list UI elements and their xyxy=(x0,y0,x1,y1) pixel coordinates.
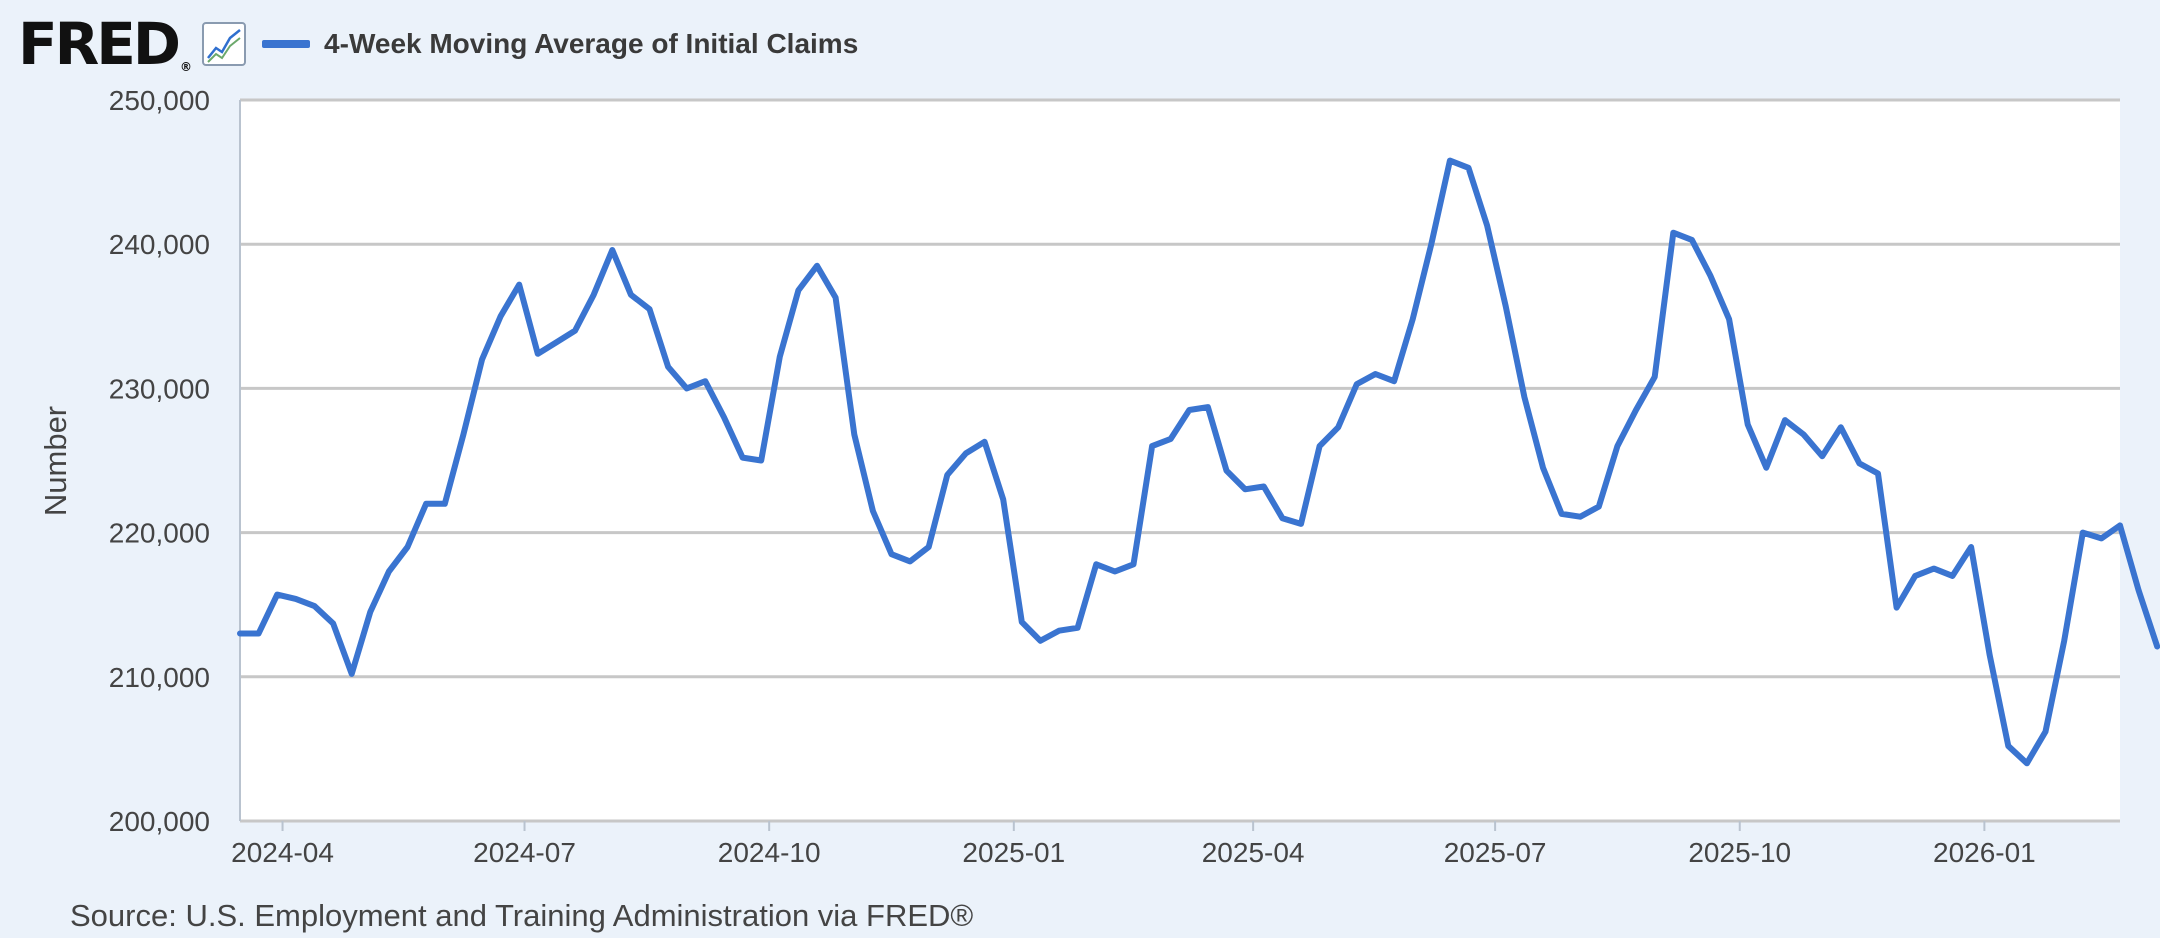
x-tick-label: 2025-07 xyxy=(1444,837,1547,868)
graph-icon[interactable] xyxy=(202,22,247,66)
legend-swatch xyxy=(262,40,311,48)
series-layer xyxy=(237,157,2160,767)
y-tick-label: 240,000 xyxy=(109,229,210,260)
y-tick-label: 200,000 xyxy=(109,806,210,837)
x-tick-label: 2025-04 xyxy=(1202,837,1305,868)
x-tick-label: 2025-01 xyxy=(962,837,1065,868)
y-tick-label: 220,000 xyxy=(109,518,210,549)
plot-area xyxy=(240,100,2120,821)
fred-logo[interactable]: FRED ® xyxy=(18,15,192,73)
x-axis-ticks: 2024-04 2024-07 2024-10 2025-01 2025-04 2025-… xyxy=(231,821,2036,868)
x-tick-label: 2024-10 xyxy=(718,837,821,868)
y-axis-ticks: 200,000 210,000 220,000 230,000 240,000 250,0… xyxy=(109,85,210,837)
chart-header: FRED ® 4-Week Moving Average of Initial C… xyxy=(18,14,858,74)
series-line[interactable] xyxy=(237,157,2160,767)
x-tick-label: 2026-01 xyxy=(1933,837,2036,868)
logo-registered-mark: ® xyxy=(180,60,193,74)
x-tick-label: 2024-04 xyxy=(231,837,334,868)
legend-label: 4-Week Moving Average of Initial Claims xyxy=(324,28,859,59)
y-axis-label: Number xyxy=(38,406,73,516)
y-tick-label: 250,000 xyxy=(109,85,210,116)
y-tick-label: 230,000 xyxy=(109,373,210,404)
y-tick-label: 210,000 xyxy=(109,662,210,693)
line-chart: 200,000 210,000 220,000 230,000 240,000 250,0… xyxy=(38,85,2160,868)
x-tick-label: 2025-10 xyxy=(1688,837,1791,868)
x-tick-label: 2024-07 xyxy=(473,837,576,868)
source-note: Source: U.S. Employment and Training Adm… xyxy=(70,898,974,933)
gridlines xyxy=(240,98,2120,823)
logo-text: FRED xyxy=(18,10,181,78)
